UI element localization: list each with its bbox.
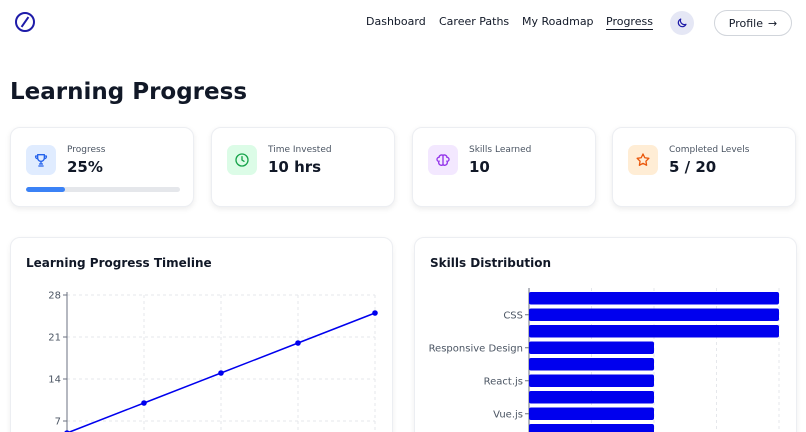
bar xyxy=(529,358,654,371)
data-point xyxy=(218,370,224,376)
top-nav: Dashboard Career Paths My Roadmap Progre… xyxy=(0,0,806,46)
stat-card-levels: Completed Levels 5 / 20 xyxy=(612,127,796,207)
bar xyxy=(529,325,779,338)
bar xyxy=(529,407,654,420)
stat-value: 10 hrs xyxy=(268,158,322,176)
progress-bar xyxy=(26,187,180,192)
nav-link-progress[interactable]: Progress xyxy=(606,15,653,28)
bar xyxy=(529,292,779,305)
category-label: React.js xyxy=(484,376,523,387)
line-chart: 7 14 21 28 xyxy=(48,291,378,432)
theme-toggle-button[interactable] xyxy=(670,11,694,35)
bar xyxy=(529,391,654,404)
data-point xyxy=(141,400,147,406)
page-title: Learning Progress xyxy=(10,79,248,105)
stat-card-progress: Progress 25% xyxy=(10,127,194,207)
y-tick-label: 28 xyxy=(48,291,61,302)
bar xyxy=(529,374,654,387)
data-point xyxy=(372,310,378,316)
data-point xyxy=(295,340,301,346)
category-label: Responsive Design xyxy=(429,343,523,354)
trophy-icon xyxy=(26,145,56,175)
stat-card-time: Time Invested 10 hrs xyxy=(211,127,395,207)
stat-label: Time Invested xyxy=(268,145,332,155)
bar-chart: CSS Responsive Design React.js Vue.js xyxy=(429,288,780,432)
stat-value: 5 / 20 xyxy=(669,158,717,176)
category-label: Vue.js xyxy=(493,409,523,420)
stat-label: Completed Levels xyxy=(669,145,750,155)
stat-card-skills: Skills Learned 10 xyxy=(412,127,596,207)
nav-link-my-roadmap[interactable]: My Roadmap xyxy=(522,15,594,28)
brain-icon xyxy=(428,145,458,175)
star-icon xyxy=(628,145,658,175)
profile-button[interactable]: Profile → xyxy=(714,10,792,36)
bar xyxy=(529,424,654,432)
timeline-chart-panel: Learning Progress Timeline 7 14 21 28 xyxy=(10,237,393,432)
bar xyxy=(529,341,654,354)
y-tick-label: 21 xyxy=(48,333,61,344)
stat-label: Progress xyxy=(67,145,106,155)
chart-title: Learning Progress Timeline xyxy=(26,256,212,270)
profile-button-label: Profile xyxy=(728,16,763,30)
nav-link-career-paths[interactable]: Career Paths xyxy=(439,15,510,28)
stat-label: Skills Learned xyxy=(469,145,532,155)
category-label: CSS xyxy=(503,310,523,321)
logo-icon[interactable] xyxy=(15,12,35,32)
y-tick-label: 7 xyxy=(55,417,61,428)
progress-bar-fill xyxy=(26,187,65,192)
arrow-right-icon: → xyxy=(767,16,778,30)
stat-value: 25% xyxy=(67,158,103,176)
nav-link-dashboard[interactable]: Dashboard xyxy=(366,15,426,28)
moon-icon xyxy=(677,18,687,28)
y-tick-label: 14 xyxy=(48,375,61,386)
skills-chart-panel: Skills Distribution CSS Responsive Design… xyxy=(414,237,797,432)
clock-icon xyxy=(227,145,257,175)
chart-title: Skills Distribution xyxy=(430,256,552,270)
bar xyxy=(529,308,779,321)
stat-value: 10 xyxy=(469,158,490,176)
